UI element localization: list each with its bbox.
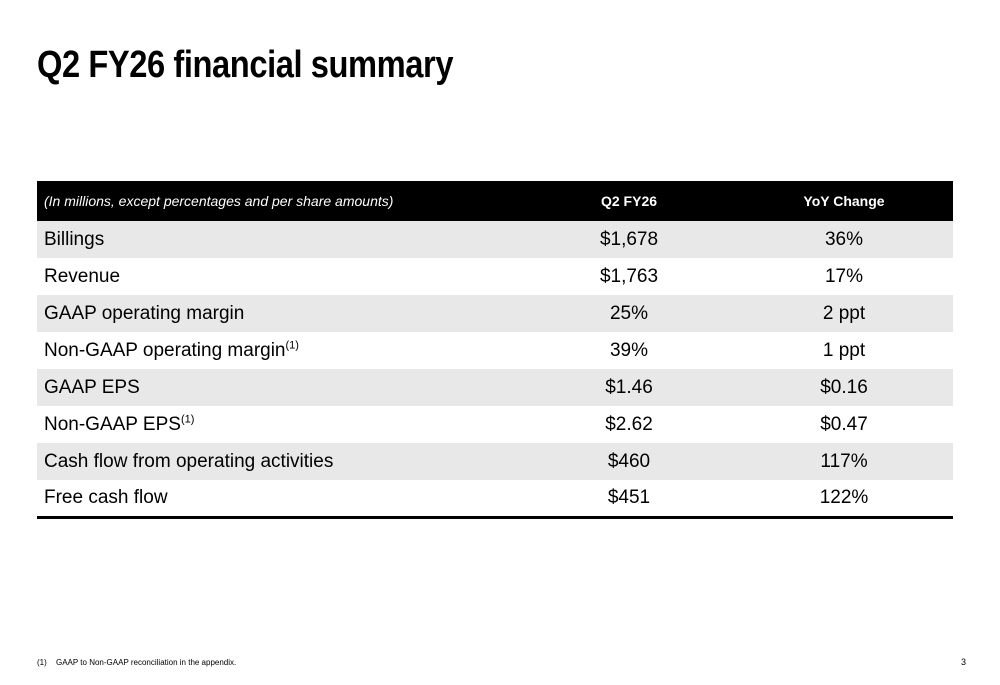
table-row: Billings $1,678 36% (37, 221, 953, 258)
table-header-row: (In millions, except percentages and per… (37, 181, 953, 221)
row-yoy-value: $0.16 (820, 376, 868, 398)
header-metric-note: (In millions, except percentages and per… (44, 193, 394, 209)
row-label-text: Non-GAAP EPS (44, 413, 181, 435)
table-row: Non-GAAP EPS(1) $2.62 $0.47 (37, 406, 953, 443)
row-label-text: Non-GAAP operating margin (44, 339, 286, 361)
header-yoy-change: YoY Change (803, 193, 885, 209)
row-q2-value: 25% (609, 302, 649, 324)
row-yoy-value: 122% (819, 486, 869, 508)
row-yoy-value: $0.47 (820, 413, 868, 435)
row-label: GAAP operating margin (37, 295, 523, 332)
table-row: Free cash flow $451 122% (37, 480, 953, 517)
row-label: Free cash flow (37, 480, 523, 517)
row-label-text: Cash flow from operating activities (44, 450, 334, 472)
row-yoy-value: 17% (824, 265, 864, 287)
footnote-reference: (1) (180, 413, 195, 426)
page-number: 3 (960, 657, 966, 667)
financial-summary-table: (In millions, except percentages and per… (37, 181, 953, 519)
row-label-text: GAAP EPS (44, 376, 140, 398)
table-row: GAAP EPS $1.46 $0.16 (37, 369, 953, 406)
row-q2-value: $1,678 (599, 228, 659, 250)
row-label: Cash flow from operating activities (37, 443, 523, 480)
footnote: (1) GAAP to Non-GAAP reconciliation in th… (37, 658, 236, 667)
row-label: Revenue (37, 258, 523, 295)
row-label: Billings (37, 221, 523, 258)
row-label: GAAP EPS (37, 369, 523, 406)
row-q2-value: $460 (607, 450, 651, 472)
row-q2-value: $1,763 (599, 265, 659, 287)
table-row: Revenue $1,763 17% (37, 258, 953, 295)
row-q2-value: $451 (607, 486, 651, 508)
row-yoy-value: 1 ppt (822, 339, 866, 361)
row-yoy-value: 117% (820, 450, 868, 472)
row-yoy-value: 36% (824, 228, 864, 250)
header-q2-fy26: Q2 FY26 (600, 193, 658, 209)
row-label-text: GAAP operating margin (44, 302, 245, 324)
footnote-text: GAAP to Non-GAAP reconciliation in the a… (56, 658, 237, 667)
footnote-reference: (1) (285, 339, 299, 352)
row-yoy-value: 2 ppt (822, 302, 866, 324)
page-title: Q2 FY26 financial summary (37, 44, 454, 86)
footnote-marker: (1) (37, 658, 47, 667)
table-row: Cash flow from operating activities $460… (37, 443, 953, 480)
row-q2-value: 39% (609, 339, 649, 361)
table-row: GAAP operating margin 25% 2 ppt (37, 295, 953, 332)
row-label: Non-GAAP operating margin(1) (37, 332, 523, 369)
row-label: Non-GAAP EPS(1) (37, 406, 523, 443)
row-label-text: Free cash flow (44, 486, 168, 508)
table-row: Non-GAAP operating margin(1) 39% 1 ppt (37, 332, 953, 369)
row-label-text: Billings (44, 228, 105, 250)
row-label-text: Revenue (44, 265, 121, 287)
row-q2-value: $1.46 (605, 376, 653, 398)
row-q2-value: $2.62 (605, 413, 653, 435)
